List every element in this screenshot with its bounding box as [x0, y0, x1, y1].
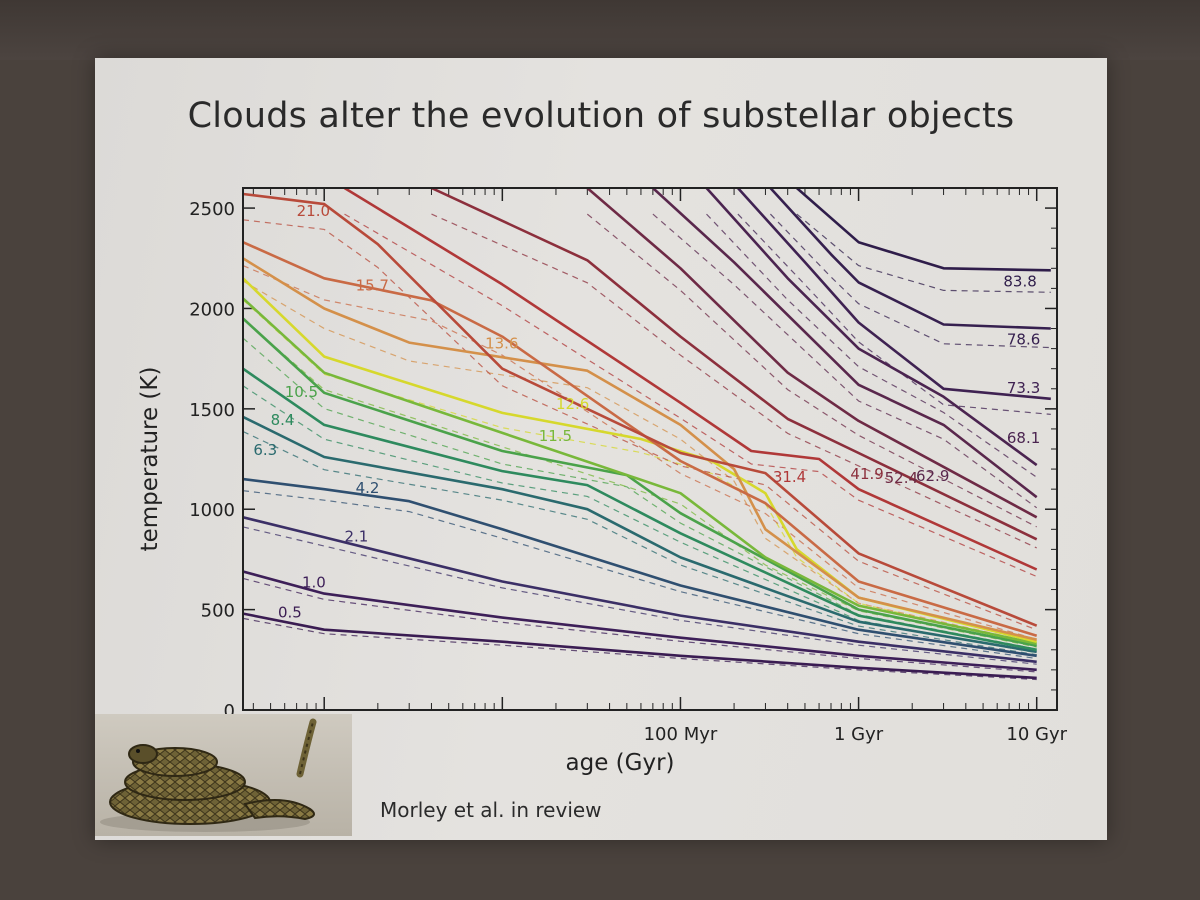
series-line-62.9	[652, 188, 1038, 499]
series-line-12.6	[243, 277, 1038, 643]
y-tick-label: 1000	[189, 500, 235, 521]
mass-labels: 0.51.0 2.1 4.2 6.3 8.4 10.5 11.5 12.6 13.6 15.7 21…	[253, 202, 1040, 622]
series-dashed-2.1	[243, 526, 1037, 665]
mass-label-4.2: 4.2	[356, 479, 380, 497]
mass-label-68.1: 68.1	[1007, 429, 1040, 447]
series-line-31.4	[343, 188, 1038, 571]
mass-label-1.0: 1.0	[302, 574, 326, 592]
series-dashed-21.0	[243, 219, 1037, 631]
series-line-83.8	[795, 188, 1051, 272]
mass-label-83.8: 83.8	[1003, 272, 1036, 290]
citation-credit: Morley et al. in review	[380, 798, 602, 822]
series-line-21.0	[243, 192, 1038, 627]
mass-label-41.9: 41.9	[850, 465, 883, 483]
y-tick-label: 1500	[189, 400, 235, 421]
plot-frame	[242, 187, 1058, 711]
rattlesnake-photo	[95, 714, 352, 836]
series-dashed-83.8	[796, 213, 1051, 293]
series-dashed-1.0	[243, 577, 1037, 673]
series-dashed-6.3	[243, 430, 1037, 656]
mass-label-0.5: 0.5	[278, 604, 302, 622]
series-line-1.0	[243, 570, 1037, 672]
series-line-2.1	[243, 516, 1037, 664]
series-line-11.5	[243, 297, 1037, 645]
mass-label-52.4: 52.4	[885, 469, 918, 487]
series-line-41.9	[430, 188, 1038, 541]
series-line-6.3	[243, 415, 1037, 654]
mass-label-78.6: 78.6	[1007, 331, 1040, 349]
mass-label-10.5: 10.5	[285, 383, 318, 401]
x-axis-title: age (Gyr)	[566, 750, 675, 776]
series-line-68.1	[705, 188, 1038, 467]
mass-label-15.7: 15.7	[356, 276, 389, 294]
series-dashed-73.3	[737, 213, 1051, 415]
mass-label-73.3: 73.3	[1007, 379, 1040, 397]
y-tick-label: 500	[201, 601, 235, 622]
x-tick-label: 10 Gyr	[1006, 724, 1067, 745]
series-line-15.7	[243, 241, 1038, 637]
mass-label-8.4: 8.4	[271, 411, 295, 429]
mass-label-2.1: 2.1	[345, 527, 369, 545]
y-axis-title: temperature (K)	[137, 367, 163, 552]
series-line-52.4	[586, 188, 1038, 519]
series-line-0.5	[243, 612, 1037, 680]
series-dashed-68.1	[706, 213, 1038, 478]
series-dashed-41.9	[431, 213, 1037, 549]
mass-label-21.0: 21.0	[297, 202, 330, 220]
series-line-8.4	[243, 367, 1037, 652]
series-dashed-0.5	[243, 617, 1037, 681]
projector-room-background	[0, 0, 1200, 60]
mass-label-6.3: 6.3	[253, 441, 277, 459]
y-tick-label: 2500	[189, 199, 235, 220]
series-dashed-13.6	[243, 280, 1037, 644]
mass-label-12.6: 12.6	[556, 395, 589, 413]
y-tick-label: 0	[224, 701, 235, 722]
series-line-13.6	[243, 257, 1037, 641]
mass-label-31.4: 31.4	[773, 468, 806, 486]
series-dashed-12.6	[243, 299, 1037, 646]
series-dashed-4.2	[243, 490, 1037, 660]
series-line-73.3	[736, 188, 1051, 401]
series-dashed-78.6	[769, 213, 1051, 349]
y-tick-label: 2000	[189, 299, 235, 320]
series-dashed-52.4	[586, 213, 1037, 528]
series-line-78.6	[769, 188, 1051, 330]
slide-title: Clouds alter the evolution of substellar…	[187, 96, 1015, 136]
series-lines	[243, 188, 1051, 681]
evolution-chart: 0.51.0 2.1 4.2 6.3 8.4 10.5 11.5 12.6 13.6 15.7 21…	[137, 187, 1068, 776]
series-dashed-62.9	[652, 213, 1038, 509]
x-tick-label: 100 Myr	[644, 724, 718, 745]
presentation-slide: Clouds alter the evolution of substellar…	[95, 58, 1107, 840]
series-dashed-31.4	[344, 213, 1037, 578]
series-dashed-15.7	[243, 265, 1037, 640]
mass-label-11.5: 11.5	[539, 427, 572, 445]
series-line-4.2	[243, 477, 1037, 658]
mass-label-62.9: 62.9	[916, 467, 949, 485]
mass-label-13.6: 13.6	[485, 335, 518, 353]
x-tick-label: 1 Gyr	[834, 724, 884, 745]
